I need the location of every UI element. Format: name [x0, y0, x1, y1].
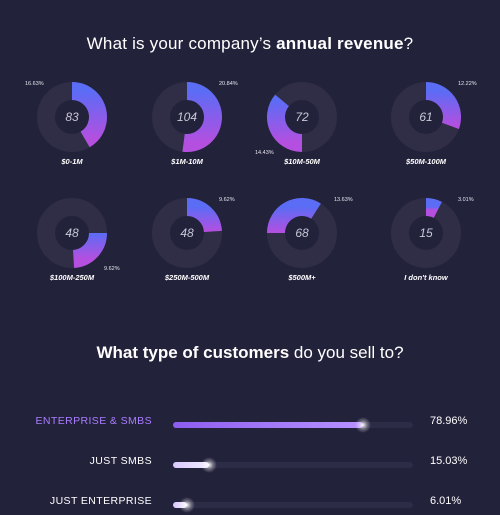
- revenue-question-title: What is your company’s annual revenue?: [0, 34, 500, 54]
- bar-row: JUST SMBS 15.03%: [0, 455, 500, 475]
- donut-chart: 61 12.22% $50M-100M: [371, 62, 481, 172]
- donut-chart: 15 3.01% I don't know: [371, 178, 481, 288]
- donut-slice: [267, 198, 321, 234]
- donut-slice: [72, 232, 107, 268]
- donut-svg: 68 13.63%: [267, 197, 353, 268]
- donut-svg: 61 12.22%: [391, 81, 477, 152]
- bar-track: [173, 457, 413, 473]
- bar-end-glow: [179, 497, 196, 513]
- donut-percent-label: 14.43%: [255, 150, 274, 156]
- donut-chart: 104 20.84% $1M-10M: [132, 62, 242, 172]
- donut-slice: [267, 94, 303, 152]
- donut-category-label: I don't know: [404, 273, 448, 282]
- donut-chart: 68 13.63% $500M+: [247, 178, 357, 288]
- donut-svg: 83 16.63%: [25, 81, 107, 152]
- title-bold: annual revenue: [276, 34, 404, 53]
- donut-count: 61: [419, 110, 432, 124]
- bar-row: ENTERPRISE & SMBS 78.96%: [0, 415, 500, 435]
- donut-svg: 15 3.01%: [391, 197, 474, 268]
- donut-slice: [71, 82, 107, 148]
- donut-svg: 104 20.84%: [152, 81, 238, 152]
- donut-category-label: $100M-250M: [49, 273, 95, 282]
- title-tail: do you sell to?: [289, 343, 404, 362]
- donut-percent-label: 9.62%: [219, 197, 235, 203]
- bar-row: JUST ENTERPRISE 6.01%: [0, 495, 500, 515]
- donut-chart: 48 9.62% $100M-250M: [17, 178, 127, 288]
- customers-question-title: What type of customers do you sell to?: [0, 343, 500, 363]
- bar-end-glow: [354, 417, 371, 433]
- donut-count: 104: [177, 110, 197, 124]
- donut-percent-label: 13.63%: [334, 197, 353, 203]
- donut-category-label: $500M+: [288, 273, 316, 282]
- donut-percent-label: 9.62%: [104, 266, 120, 272]
- donut-svg: 48 9.62%: [152, 197, 235, 268]
- bar-value-label: 15.03%: [430, 455, 468, 467]
- bar-category-label: JUST ENTERPRISE: [49, 495, 152, 507]
- title-lead: What is your company’s: [86, 34, 277, 53]
- donut-count: 15: [419, 226, 433, 240]
- donut-count: 83: [65, 110, 79, 124]
- donut-slice: [186, 198, 222, 233]
- donut-percent-label: 16.63%: [25, 81, 44, 87]
- donut-slice: [425, 82, 461, 129]
- donut-svg: 48 9.62%: [37, 198, 120, 272]
- donut-chart: 83 16.63% $0-1M: [17, 62, 127, 172]
- bar-track: [173, 417, 413, 433]
- donut-chart: 72 14.43% $10M-50M: [247, 62, 357, 172]
- donut-count: 48: [65, 226, 79, 240]
- bar-end-glow: [201, 457, 218, 473]
- bar-category-label: ENTERPRISE & SMBS: [35, 415, 152, 427]
- donut-chart: 48 9.62% $250M-500M: [132, 178, 242, 288]
- bar-fill: [173, 462, 210, 468]
- donut-category-label: $0-1M: [61, 157, 83, 166]
- donut-category-label: $10M-50M: [284, 157, 320, 166]
- donut-category-label: $250M-500M: [164, 273, 210, 282]
- donut-slice: [182, 82, 222, 152]
- title-tail: ?: [403, 34, 414, 53]
- bar-value-label: 6.01%: [430, 495, 462, 507]
- bar-track: [173, 497, 413, 513]
- donut-count: 48: [180, 226, 194, 240]
- donut-percent-label: 12.22%: [458, 81, 477, 87]
- donut-count: 72: [295, 110, 309, 124]
- bar-fill: [173, 422, 363, 428]
- title-bold: What type of customers: [96, 343, 290, 362]
- bar-value-label: 78.96%: [430, 415, 468, 427]
- bar-category-label: JUST SMBS: [89, 455, 152, 467]
- donut-category-label: $50M-100M: [405, 157, 447, 166]
- donut-slice: [425, 198, 442, 219]
- donut-category-label: $1M-10M: [171, 157, 203, 166]
- donut-percent-label: 20.84%: [219, 81, 238, 87]
- donut-count: 68: [295, 226, 309, 240]
- donut-percent-label: 3.01%: [458, 197, 474, 203]
- donut-svg: 72 14.43%: [255, 82, 337, 156]
